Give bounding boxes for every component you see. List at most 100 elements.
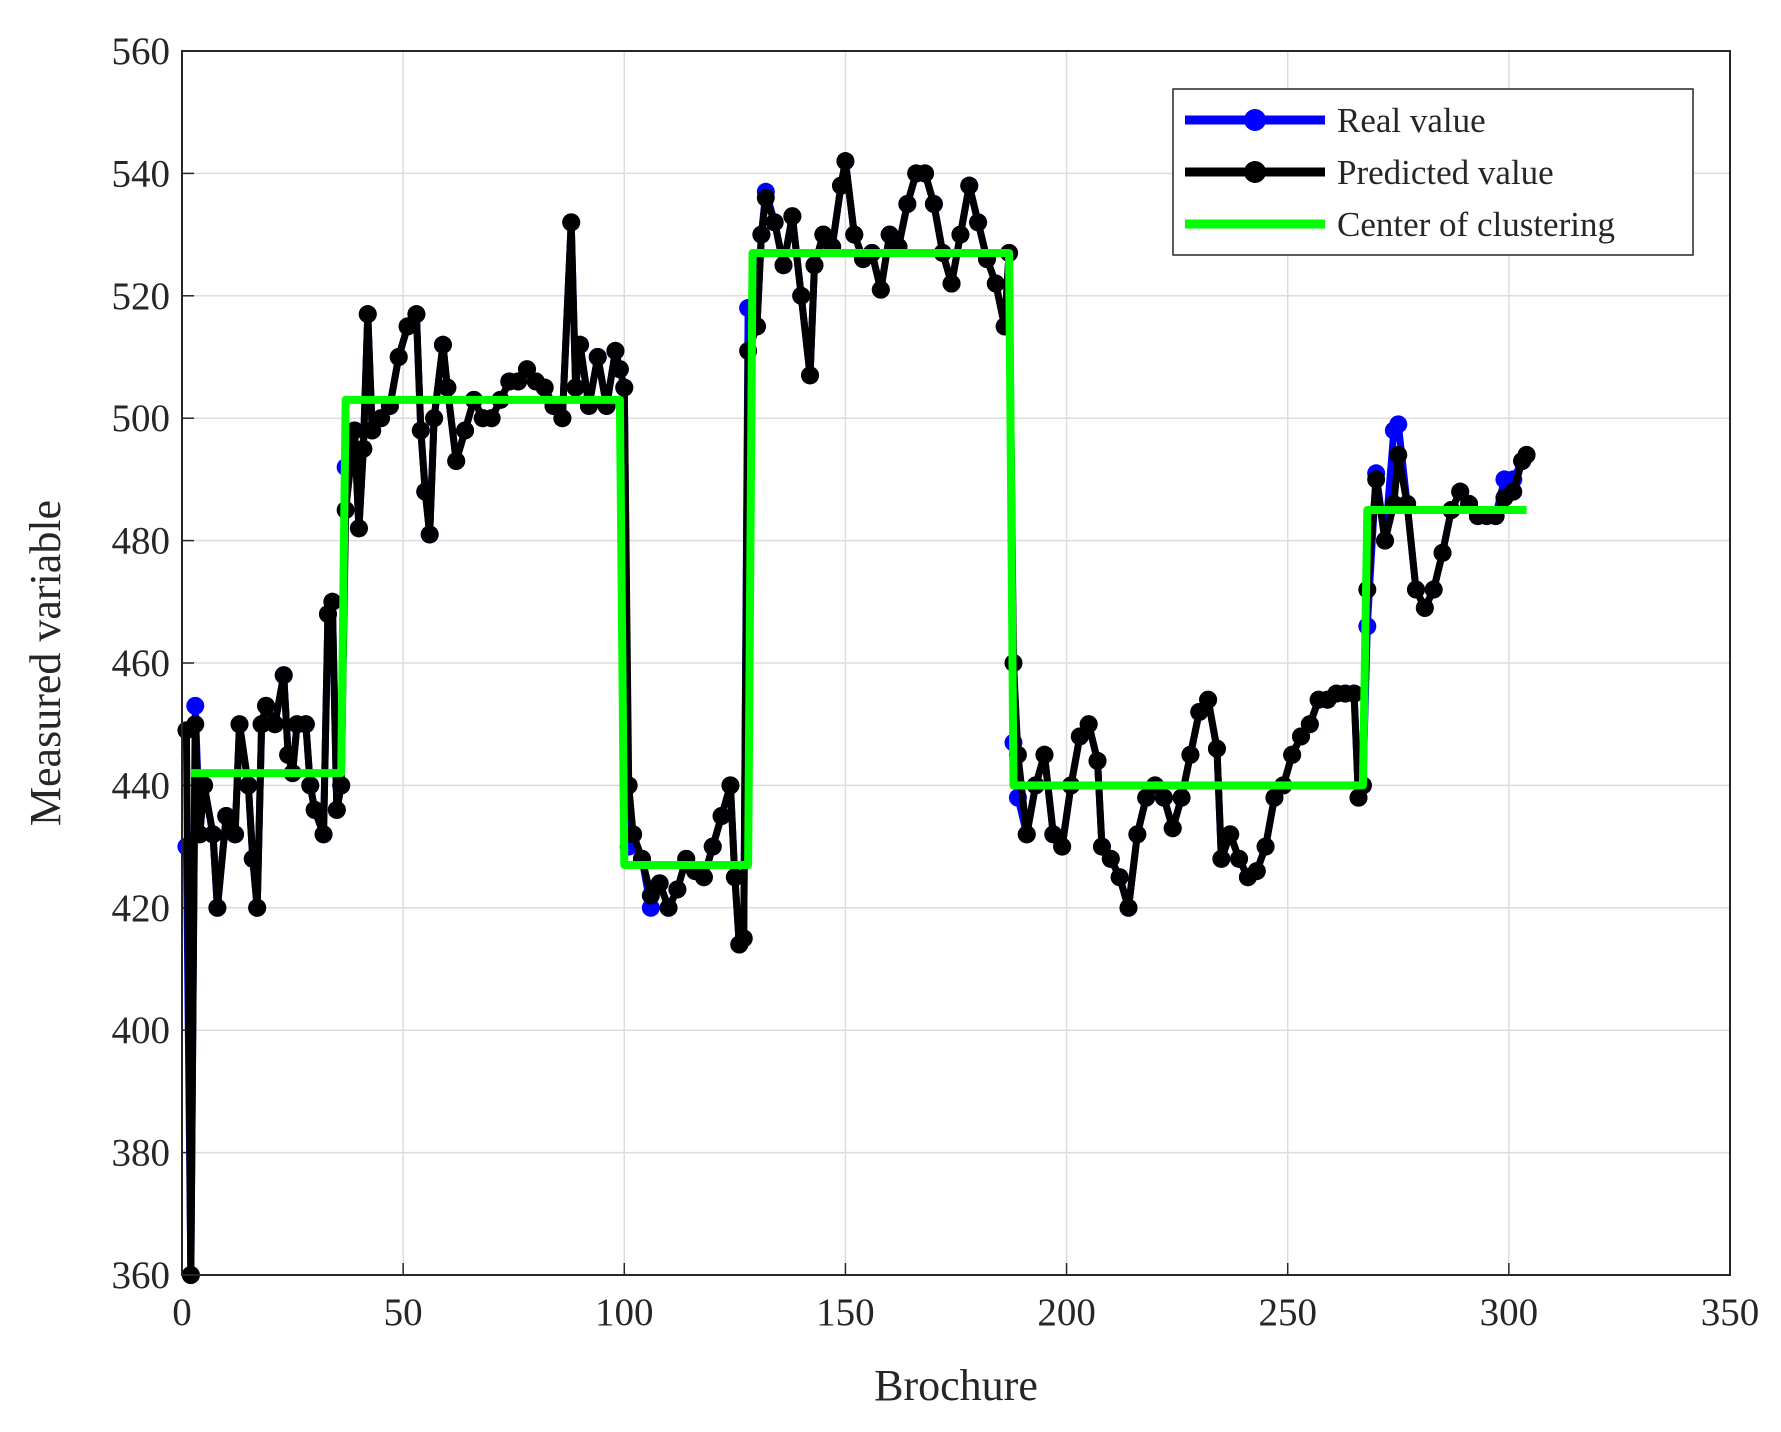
data-point [1367, 470, 1386, 489]
data-point [482, 409, 501, 428]
y-axis-label: Measured variable [21, 500, 70, 826]
data-point [871, 280, 890, 299]
data-point [248, 898, 267, 917]
data-point [358, 305, 377, 324]
data-point [345, 421, 364, 440]
data-point [274, 666, 293, 685]
data-point [305, 800, 324, 819]
data-point [438, 378, 457, 397]
data-point [792, 286, 811, 305]
y-tick-label: 540 [112, 152, 171, 195]
data-point [624, 825, 643, 844]
data-point [845, 225, 864, 244]
data-point [1221, 825, 1240, 844]
data-point [659, 898, 678, 917]
data-point [1088, 751, 1107, 770]
data-point [1406, 580, 1425, 599]
y-tick-label: 400 [112, 1009, 171, 1052]
data-point [535, 378, 554, 397]
legend-label: Center of clustering [1337, 205, 1615, 244]
data-point [226, 825, 245, 844]
y-tick-label: 360 [112, 1254, 171, 1297]
data-point [433, 335, 452, 354]
x-axis-label: Brochure [874, 1361, 1038, 1410]
data-point [1128, 825, 1147, 844]
legend-label: Predicted value [1337, 153, 1554, 192]
data-point [836, 152, 855, 171]
data-point [703, 837, 722, 856]
data-point [1283, 745, 1302, 764]
data-point [349, 519, 368, 538]
data-point [354, 439, 373, 458]
data-point [752, 225, 771, 244]
data-point [734, 929, 753, 948]
data-point [279, 745, 298, 764]
data-point [1035, 745, 1054, 764]
data-point [1230, 849, 1249, 868]
data-point [610, 360, 629, 379]
legend: Real value Predicted value Center of clust… [1172, 88, 1694, 256]
data-point [425, 409, 444, 428]
data-point [265, 715, 284, 734]
data-point [1172, 788, 1191, 807]
data-point [1504, 482, 1523, 501]
y-tick-label: 520 [112, 275, 171, 318]
data-point [721, 776, 740, 795]
data-point [650, 874, 669, 893]
data-point [190, 825, 209, 844]
data-point [1199, 690, 1218, 709]
data-point [186, 696, 205, 715]
data-point [389, 348, 408, 366]
data-point [951, 225, 970, 244]
data-point [924, 195, 943, 213]
data-point [898, 195, 917, 213]
y-tick-label: 480 [112, 520, 171, 563]
data-point [765, 213, 784, 232]
data-point [447, 452, 466, 471]
data-point [553, 409, 572, 428]
data-point [239, 776, 258, 795]
data-point [323, 592, 342, 611]
data-point [571, 335, 590, 354]
data-point [411, 421, 430, 440]
data-point [257, 696, 276, 715]
axes-box [181, 50, 1731, 1276]
data-point [712, 807, 731, 825]
x-tick-label: 200 [1037, 1291, 1096, 1334]
x-tick-label: 100 [595, 1291, 654, 1334]
y-tick-label: 440 [112, 764, 171, 807]
data-point [783, 207, 802, 226]
data-point [203, 825, 222, 844]
data-point [805, 256, 824, 275]
data-point [407, 305, 426, 324]
data-point [1212, 849, 1231, 868]
data-point [230, 715, 249, 734]
data-point [208, 898, 227, 917]
data-point [217, 807, 236, 825]
data-point [1119, 898, 1138, 917]
data-point [668, 880, 687, 899]
data-point [725, 868, 744, 887]
data-point [314, 825, 333, 844]
data-point [916, 164, 935, 183]
y-tick-label: 500 [112, 397, 171, 440]
data-point [1101, 849, 1120, 868]
data-point [562, 213, 581, 232]
data-point [1415, 598, 1434, 617]
x-tick-label: 150 [816, 1291, 875, 1334]
data-point [1424, 580, 1443, 599]
data-point [1181, 745, 1200, 764]
data-point [832, 176, 851, 195]
data-point [1110, 868, 1129, 887]
data-point [774, 256, 793, 275]
data-point [1389, 415, 1408, 434]
legend-marker [1244, 109, 1266, 131]
data-point [296, 715, 315, 734]
data-point [327, 800, 346, 819]
data-point [588, 348, 607, 366]
legend-marker [1244, 161, 1266, 183]
data-point [615, 378, 634, 397]
x-tick-label: 0 [172, 1291, 192, 1334]
